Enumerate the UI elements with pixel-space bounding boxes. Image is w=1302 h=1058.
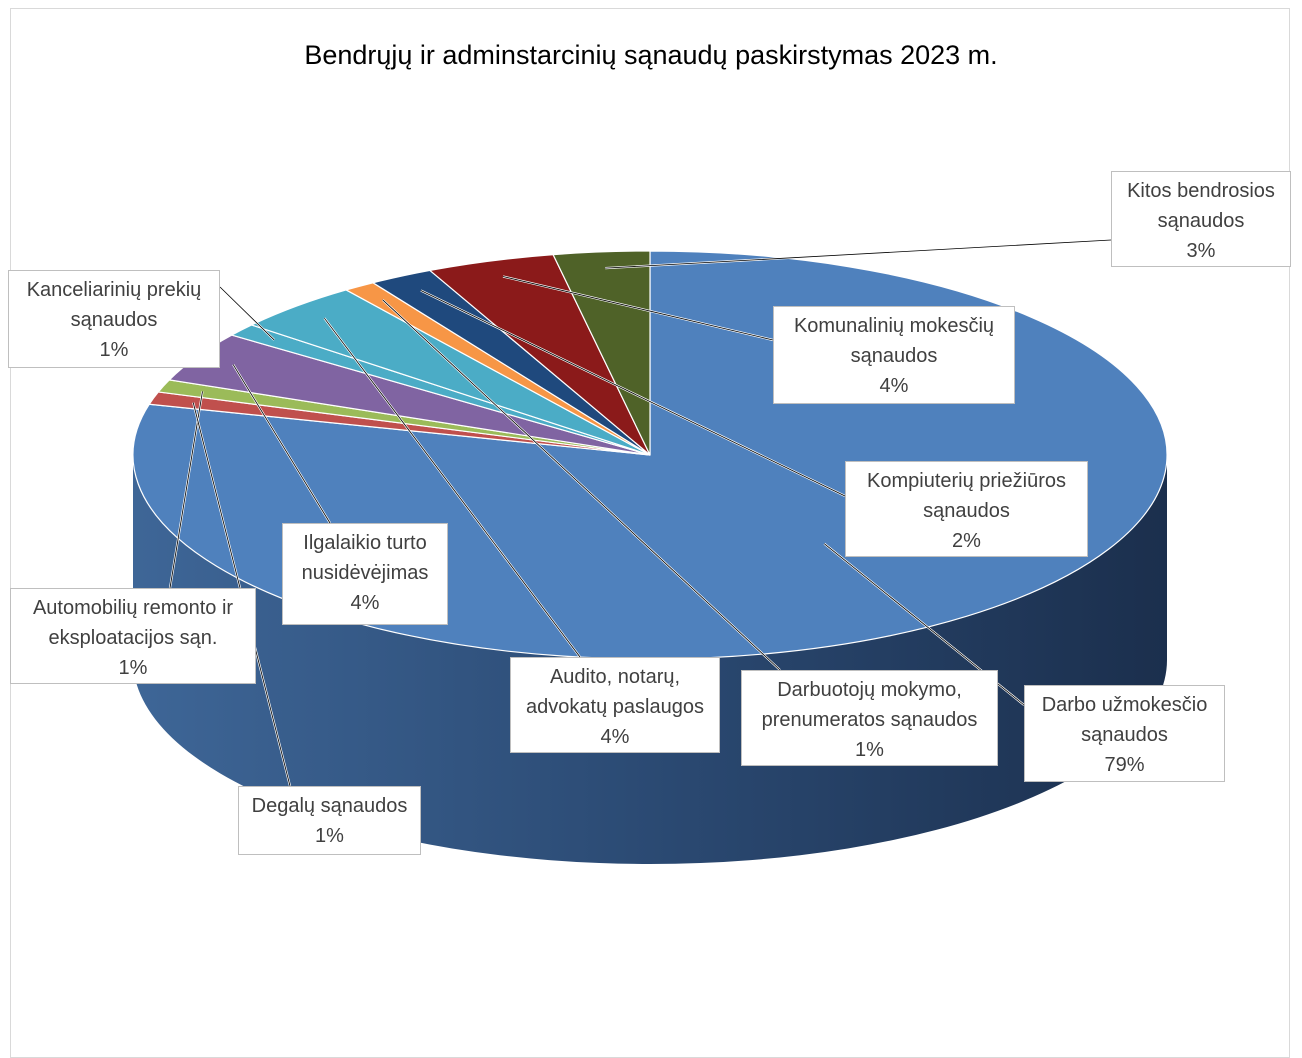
leader-line: [324, 317, 581, 658]
data-label: Ilgalaikio turto nusidėvėjimas 4%: [282, 523, 448, 625]
data-label: Kanceliarinių prekių sąnaudos 1%: [8, 270, 220, 368]
leader-line: [219, 286, 275, 341]
data-label: Darbo užmokesčio sąnaudos 79%: [1024, 685, 1225, 782]
leader-line: [169, 391, 203, 589]
data-label: Degalų sąnaudos 1%: [238, 786, 421, 855]
data-label: Komunalinių mokesčių sąnaudos 4%: [773, 306, 1015, 404]
data-label: Kompiuterių priežiūros sąnaudos 2%: [845, 461, 1088, 557]
leader-line: [420, 290, 846, 497]
data-label: Automobilių remonto ir eksploatacijos są…: [10, 588, 256, 684]
leader-line: [232, 364, 331, 524]
leader-line: [605, 239, 1112, 269]
data-label: Darbuotojų mokymo, prenumeratos sąnaudos…: [741, 670, 998, 766]
data-label: Audito, notarų, advokatų paslaugos 4%: [510, 657, 720, 753]
leader-line: [382, 299, 781, 671]
leader-line: [502, 276, 774, 341]
pie-slice: [552, 250, 651, 456]
data-label: Kitos bendrosios sąnaudos 3%: [1111, 171, 1291, 267]
chart-title: Bendrųjų ir adminstarcinių sąnaudų paski…: [304, 40, 998, 70]
